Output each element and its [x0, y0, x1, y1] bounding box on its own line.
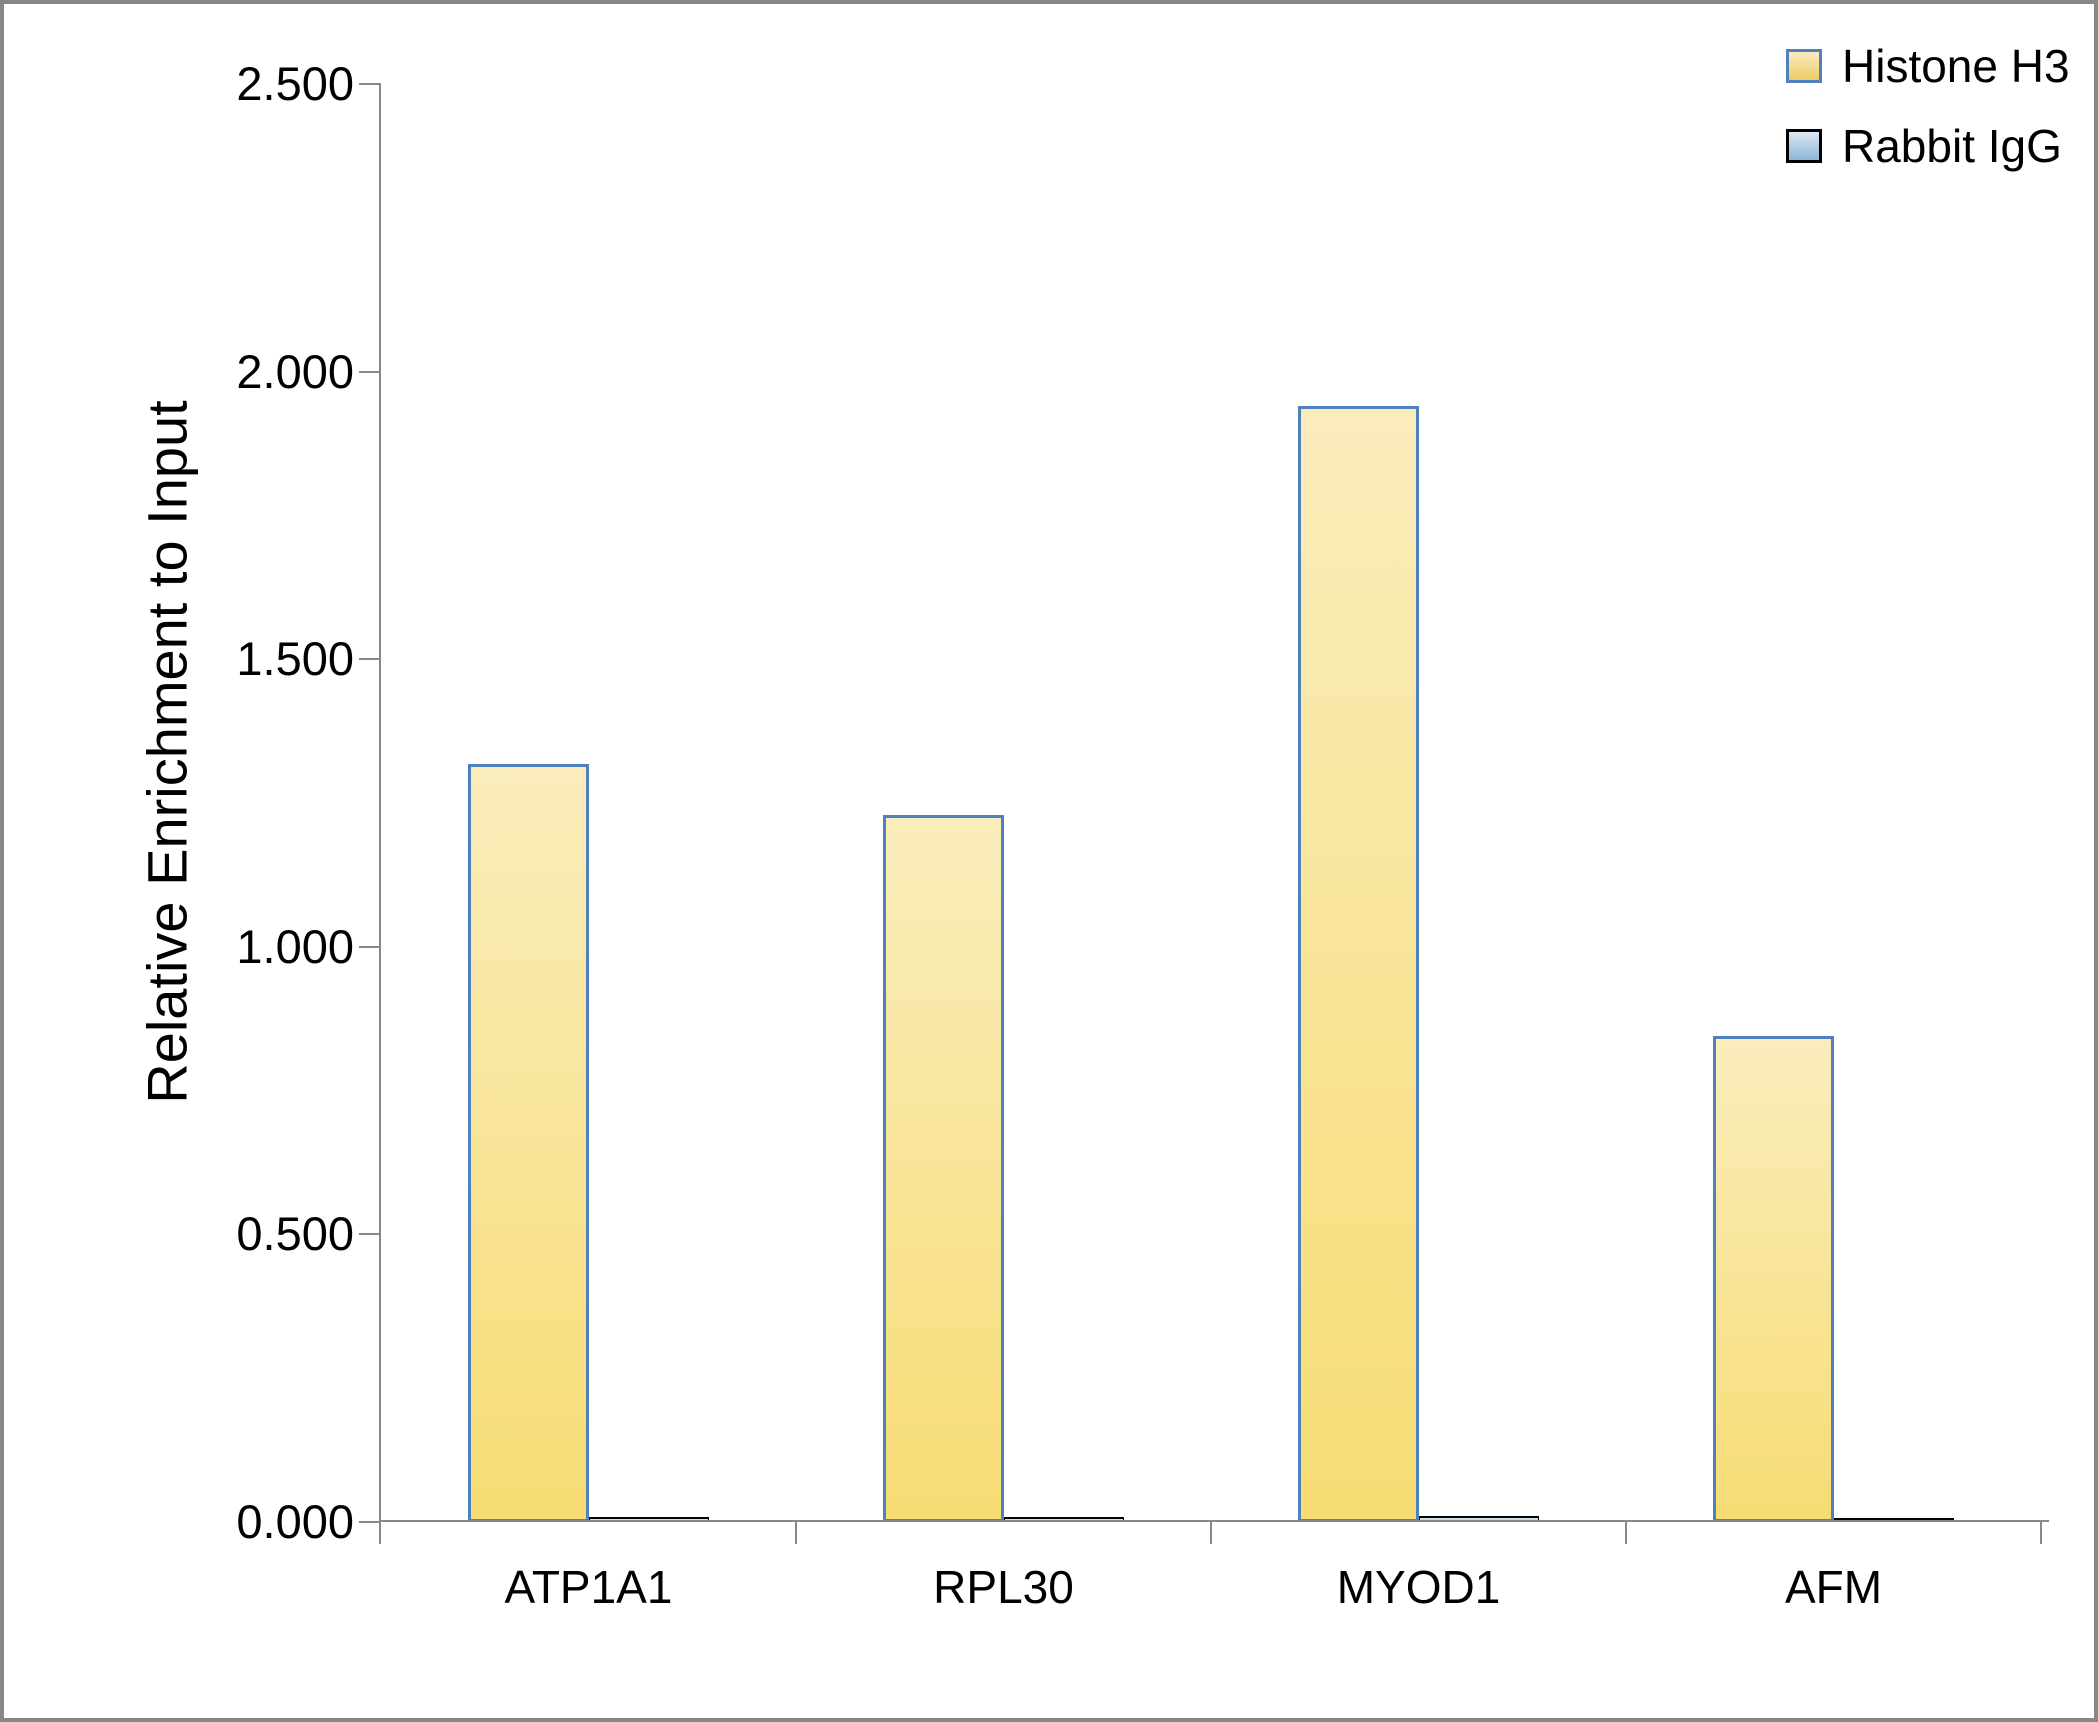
legend-label-histone-h3: Histone H3 [1842, 40, 2070, 92]
y-tick-label: 0.500 [236, 1207, 354, 1261]
bar-histone-h3-afm [1712, 1035, 1834, 1522]
bar-rabbit-igg-atp1a1 [588, 1517, 709, 1522]
bar-rabbit-igg-rpl30 [1003, 1517, 1124, 1522]
legend: Histone H3 Rabbit IgG [4, 4, 2094, 204]
x-category-label: MYOD1 [1336, 1561, 1501, 1613]
legend-item-histone-h3: Histone H3 [1786, 40, 2070, 92]
bar-rabbit-igg-afm [1833, 1517, 1954, 1522]
bar-rabbit-igg-myod1 [1418, 1515, 1539, 1522]
y-tick [359, 83, 381, 85]
bar-histone-h3-myod1 [1297, 406, 1419, 1522]
plot-area: ATP1A1 RPL30 MYOD1 AFM 0.000 0.500 1.000 1.500 2… [4, 4, 2094, 1718]
y-tick [359, 1521, 381, 1523]
y-tick [359, 1233, 381, 1236]
x-category-tick [795, 1522, 797, 1544]
x-category-tick [2040, 1522, 2042, 1544]
x-category-label: RPL30 [933, 1561, 1074, 1613]
legend-swatch-histone-h3 [1786, 49, 1822, 83]
y-tick [359, 658, 381, 661]
y-tick-label: 1.000 [236, 919, 354, 973]
y-tick-label: 0.000 [236, 1495, 354, 1548]
y-tick [359, 370, 381, 373]
x-category-tick [1625, 1522, 1627, 1544]
y-tick-label: 2.500 [236, 57, 354, 110]
legend-label-rabbit-igg: Rabbit IgG [1842, 120, 2062, 172]
y-tick-label: 2.000 [236, 344, 354, 398]
x-axis-line [381, 1520, 2049, 1522]
x-category-label: ATP1A1 [504, 1561, 673, 1613]
y-axis-title: Relative Enrichment to Input [135, 400, 199, 1104]
bar-histone-h3-rpl30 [882, 815, 1004, 1522]
bar-histone-h3-atp1a1 [467, 763, 589, 1522]
legend-item-rabbit-igg: Rabbit IgG [1786, 120, 2062, 172]
legend-swatch-rabbit-igg [1786, 129, 1822, 163]
y-tick [359, 945, 381, 948]
x-category-tick [1210, 1522, 1212, 1544]
y-tick-label: 1.500 [236, 632, 354, 686]
y-axis-line [379, 84, 381, 1544]
x-category-label: AFM [1784, 1561, 1883, 1613]
